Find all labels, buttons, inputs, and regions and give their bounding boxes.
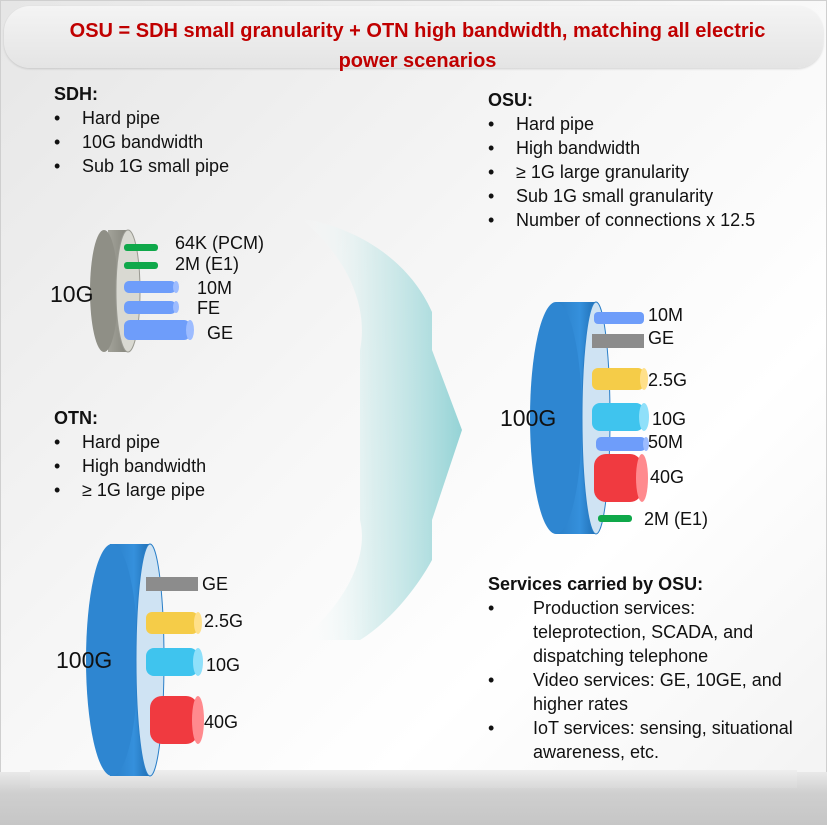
otn-lane-ge — [146, 577, 198, 591]
list-item: Hard pipe — [54, 106, 229, 130]
list-item: ≥ 1G large pipe — [54, 478, 206, 502]
otn-lane-10g — [146, 648, 198, 676]
otn-lane-40g-cap — [192, 696, 204, 744]
list-item: Production services: teleprotection, SCA… — [488, 596, 793, 668]
services-heading: Services carried by OSU: — [488, 574, 704, 594]
osu-lane-label-ge: GE — [648, 328, 674, 348]
list-item: Number of connections x 12.5 — [488, 208, 755, 232]
otn-lane-2-5g — [146, 612, 198, 634]
sdh-lane-ge — [124, 320, 190, 340]
sdh-lane-label-fe: FE — [197, 298, 220, 318]
list-item: High bandwidth — [54, 454, 206, 478]
osu-list: Hard pipe High bandwidth ≥ 1G large gran… — [488, 112, 755, 232]
sdh-heading: SDH: — [54, 84, 98, 104]
osu-lane-10m — [594, 312, 644, 324]
osu-lane-40g-cap — [636, 454, 648, 502]
sdh-lane-label-2m: 2M (E1) — [175, 254, 239, 274]
sdh-pipe-back — [90, 230, 118, 352]
osu-lane-10g-cap — [639, 403, 649, 431]
sdh-lane-label-ge: GE — [207, 323, 233, 343]
otn-pipe-back — [86, 544, 138, 776]
sdh-lane-fe — [124, 301, 176, 314]
osu-lane-2-5g-cap — [640, 368, 648, 390]
sdh-pipe-group: 10G 64K (PCM) 2M (E1) 10M FE GE — [50, 229, 264, 353]
osu-lane-label-10m: 10M — [648, 305, 683, 325]
otn-pipe-group: 100G GE 2.5G 10G 40G — [56, 543, 243, 777]
list-item: 10G bandwidth — [54, 130, 229, 154]
list-item: ≥ 1G large granularity — [488, 160, 755, 184]
sdh-block: SDH: Hard pipe 10G bandwidth Sub 1G smal… — [54, 82, 229, 178]
floor-edge — [30, 770, 797, 788]
otn-list: Hard pipe High bandwidth ≥ 1G large pipe — [54, 430, 206, 502]
sdh-list: Hard pipe 10G bandwidth Sub 1G small pip… — [54, 106, 229, 178]
sdh-lane-10m-cap — [173, 281, 179, 293]
list-item: Sub 1G small pipe — [54, 154, 229, 178]
osu-lane-2-5g — [592, 368, 644, 390]
osu-pipe-label: 100G — [500, 405, 556, 431]
otn-lane-40g — [150, 696, 198, 744]
sdh-lane-2m — [124, 262, 158, 269]
list-item: Video services: GE, 10GE, and higher rat… — [488, 668, 793, 716]
sdh-lane-label-10m: 10M — [197, 278, 232, 298]
otn-lane-label-40g: 40G — [204, 712, 238, 732]
sdh-lane-fe-cap — [173, 301, 179, 313]
sdh-lane-64k — [124, 244, 158, 251]
slide-title: OSU = SDH small granularity + OTN high b… — [69, 20, 766, 72]
sdh-lane-ge-cap — [186, 320, 194, 340]
otn-lane-label-2-5g: 2.5G — [204, 611, 243, 631]
osu-pipe-back — [530, 302, 582, 534]
osu-pipe-group: 100G 10M GE 2.5G 10G 50M 40G 2M (E1) — [500, 301, 708, 535]
osu-lane-ge — [592, 334, 644, 348]
transition-arrow — [300, 218, 462, 640]
osu-lane-label-2m: 2M (E1) — [644, 509, 708, 529]
osu-heading: OSU: — [488, 90, 533, 110]
osu-lane-label-50m: 50M — [648, 432, 683, 452]
otn-heading: OTN: — [54, 408, 98, 428]
otn-pipe-label: 100G — [56, 647, 112, 673]
sdh-lane-10m — [124, 281, 176, 293]
list-item: High bandwidth — [488, 136, 755, 160]
osu-lane-label-40g: 40G — [650, 467, 684, 487]
osu-block: OSU: Hard pipe High bandwidth ≥ 1G large… — [488, 88, 755, 232]
otn-block: OTN: Hard pipe High bandwidth ≥ 1G large… — [54, 406, 206, 502]
list-item: Hard pipe — [488, 112, 755, 136]
otn-lane-label-10g: 10G — [206, 655, 240, 675]
list-item: Hard pipe — [54, 430, 206, 454]
otn-lane-2-5g-cap — [194, 612, 202, 634]
osu-lane-label-10g: 10G — [652, 409, 686, 429]
osu-lane-10g — [592, 403, 644, 431]
services-block: Services carried by OSU: Production serv… — [488, 572, 808, 764]
sdh-lane-label-64k: 64K (PCM) — [175, 233, 264, 253]
list-item: IoT services: sensing, situational aware… — [488, 716, 793, 764]
osu-lane-2m — [598, 515, 632, 522]
otn-lane-label-ge: GE — [202, 574, 228, 594]
list-item: Sub 1G small granularity — [488, 184, 755, 208]
title-banner: OSU = SDH small granularity + OTN high b… — [4, 6, 823, 72]
services-list: Production services: teleprotection, SCA… — [488, 596, 808, 764]
osu-lane-50m-cap — [643, 437, 649, 451]
osu-lane-label-2-5g: 2.5G — [648, 370, 687, 390]
osu-lane-40g — [594, 454, 642, 502]
sdh-pipe-label: 10G — [50, 281, 93, 307]
otn-lane-10g-cap — [193, 648, 203, 676]
osu-lane-50m — [596, 437, 646, 451]
